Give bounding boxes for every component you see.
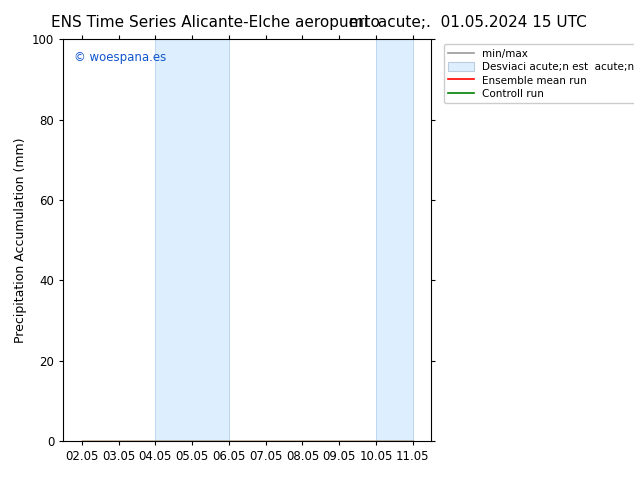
Text: ENS Time Series Alicante-Elche aeropuerto: ENS Time Series Alicante-Elche aeropuert… <box>51 15 380 30</box>
Text: © woespana.es: © woespana.es <box>74 51 167 64</box>
Text: mi  acute;.  01.05.2024 15 UTC: mi acute;. 01.05.2024 15 UTC <box>349 15 586 30</box>
Bar <box>376 39 413 441</box>
Legend: min/max, Desviaci acute;n est  acute;ndar, Ensemble mean run, Controll run: min/max, Desviaci acute;n est acute;ndar… <box>444 45 634 103</box>
Bar <box>155 39 229 441</box>
Y-axis label: Precipitation Accumulation (mm): Precipitation Accumulation (mm) <box>13 137 27 343</box>
